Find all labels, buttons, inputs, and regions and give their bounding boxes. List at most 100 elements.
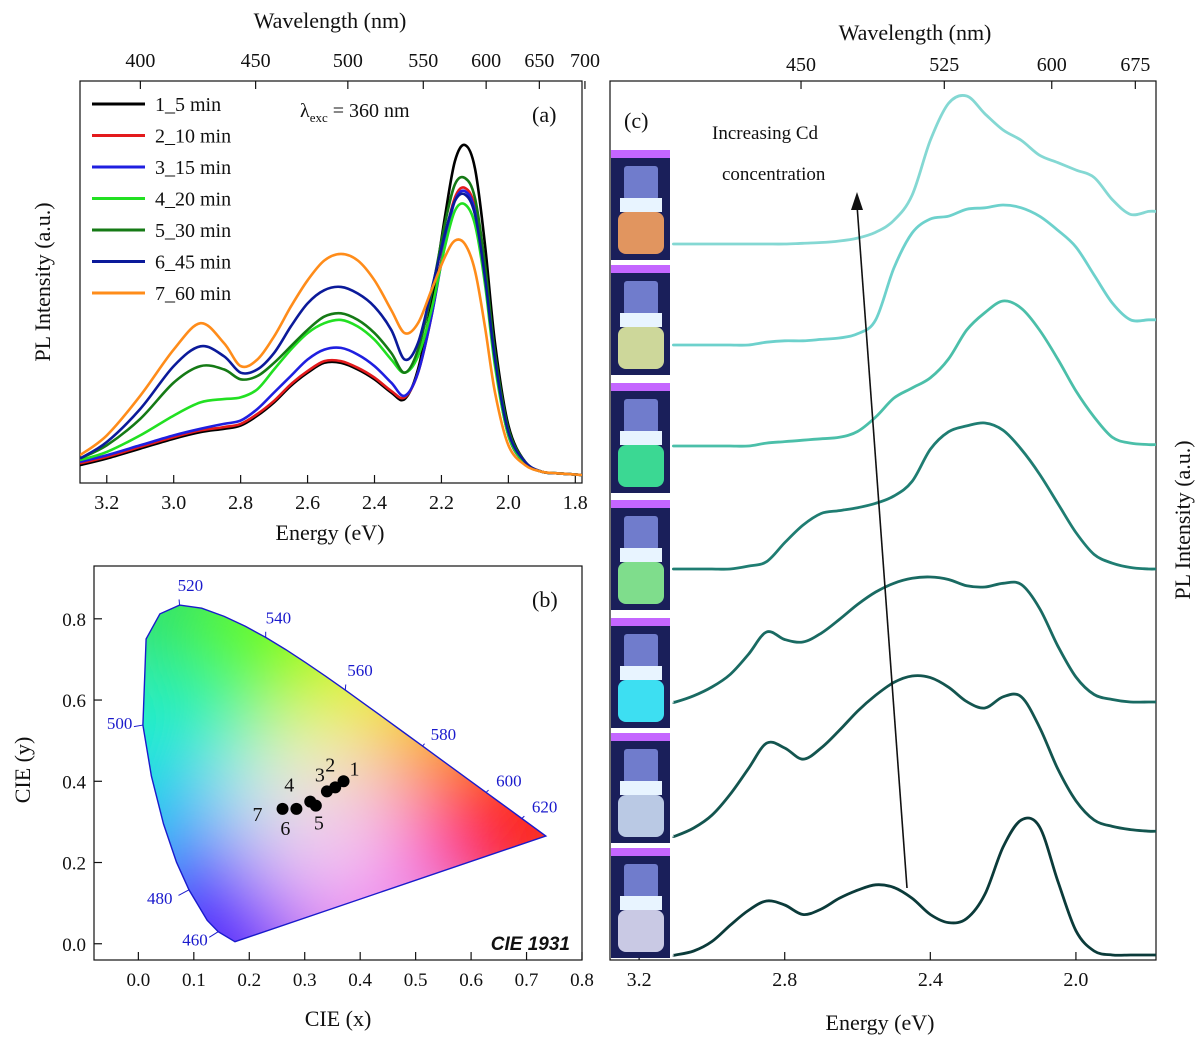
panel-a-curves: [80, 143, 582, 477]
cie-wavelength-label: 580: [431, 725, 457, 744]
a-xtick-label: 3.0: [161, 492, 186, 514]
a-toptick-label: 450: [241, 50, 271, 72]
cd-annotation-line-1: Increasing Cd: [712, 123, 819, 144]
cie-wavelength-tick: [344, 684, 347, 691]
cie-wavelength-tick: [485, 789, 489, 793]
cie-wavelength-tick: [208, 931, 219, 938]
b-xtick-label: 0.3: [293, 970, 317, 991]
c-series-line: [672, 674, 1156, 838]
cie-locus-outline: [142, 604, 548, 943]
c-toptick-label: 675: [1120, 54, 1150, 76]
vial-uv-glow: [611, 848, 670, 856]
cie-point: [320, 785, 333, 798]
panel-b-xlabel: CIE (x): [305, 1006, 372, 1031]
c-series-line: [672, 816, 1156, 957]
vial-liquid: [618, 562, 664, 604]
c-xtick-label: 2.8: [772, 969, 797, 991]
cie-point-label: 2: [325, 754, 335, 776]
cie-point-label: 3: [315, 764, 325, 786]
vial-photo: [611, 383, 670, 493]
vial-photo: [611, 150, 670, 260]
vial-uv-glow: [611, 150, 670, 158]
panel-a-letter: (a): [532, 102, 556, 127]
vial-cap: [624, 749, 658, 783]
panel-a-xlabel: Energy (eV): [276, 520, 385, 545]
b-ytick-label: 0.2: [62, 854, 86, 875]
vial-photo: [611, 500, 670, 610]
c-toptick-label: 450: [786, 54, 816, 76]
c-series-line: [672, 94, 1156, 246]
c-toptick-label: 600: [1037, 54, 1067, 76]
cd-arrow-shaft: [856, 204, 908, 889]
c-xtick-label: 2.0: [1063, 969, 1088, 991]
cie-point-label: 6: [280, 818, 290, 840]
panel-c-top-xlabel: Wavelength (nm): [839, 20, 992, 45]
vial-uv-glow: [611, 733, 670, 741]
b-ytick-label: 0.6: [62, 691, 86, 712]
cie-wavelength-tick: [422, 743, 425, 747]
panel-c-letter: (c): [624, 108, 648, 133]
a-toptick-label: 550: [408, 50, 438, 72]
b-xtick-label: 0.4: [348, 970, 372, 991]
cie-wavelength-label: 560: [347, 661, 373, 680]
vial-label-band: [620, 896, 662, 910]
vial-photo: [611, 733, 670, 843]
panel-a-bottom-ticks: 3.2 3.0 2.8 2.6 2.4 2.2 2.0 1.8: [94, 475, 588, 514]
vial-uv-glow: [611, 383, 670, 391]
cie-wavelength-label: 480: [147, 889, 173, 908]
vial-cap: [624, 281, 658, 315]
b-ytick-label: 0.0: [62, 935, 86, 956]
vial-photo: [611, 848, 670, 958]
cie-point: [290, 802, 303, 815]
cie-wavelength-tick: [178, 889, 190, 896]
cie-wavelength-label: 500: [107, 714, 133, 733]
vial-cap: [624, 399, 658, 433]
cie-point-label: 5: [314, 813, 324, 835]
cie-wavelength-label: 620: [532, 798, 558, 817]
panel-c-curves: [672, 94, 1156, 957]
panel-a-excitation-label: λexc = 360 nm: [300, 100, 410, 125]
panel-c-xlabel: Energy (eV): [826, 1010, 935, 1035]
vial-label-band: [620, 313, 662, 327]
cie-point-label: 7: [253, 804, 263, 826]
a-toptick-label: 400: [125, 50, 155, 72]
a-xtick-label: 2.8: [228, 492, 253, 514]
a-xtick-label: 2.0: [496, 492, 521, 514]
panel-a-ylabel: PL Intensity (a.u.): [30, 202, 55, 361]
c-series-line: [672, 203, 1156, 347]
panel-a-frame: [79, 80, 583, 484]
cie-color-blob: [209, 718, 400, 909]
vial-photo-strip: [611, 150, 670, 958]
excitation-lambda: λ: [300, 100, 310, 122]
panel-a-top-ticks: 400 450 500 550 600 650 700: [125, 50, 600, 89]
b-xtick-label: 0.0: [126, 970, 150, 991]
cie-wavelength-tick: [521, 815, 525, 819]
b-ytick-label: 0.8: [62, 610, 86, 631]
a-toptick-label: 600: [471, 50, 501, 72]
panel-a-legend: 1_5 min 2_10 min 3_15 min 4_20 min 5_30 min 6…: [92, 94, 231, 305]
vial-liquid: [618, 327, 664, 369]
cie-point: [276, 802, 289, 815]
vial-cap: [624, 516, 658, 550]
a-legend-label: 5_30 min: [155, 220, 231, 242]
cd-annotation-line-2: concentration: [722, 164, 826, 185]
a-xtick-label: 3.2: [94, 492, 119, 514]
vial-photo: [611, 265, 670, 375]
a-legend-label: 2_10 min: [155, 126, 231, 148]
panel-b-ylabel: CIE (y): [10, 737, 35, 804]
panel-c-bottom-ticks: 3.2 2.8 2.4 2.0: [627, 952, 1088, 991]
b-xtick-label: 0.6: [459, 970, 483, 991]
c-series-line: [672, 299, 1156, 448]
cie-wavelength-labels: 460 480 500 520 540 560 580 600 620: [107, 576, 557, 950]
panel-c-top-ticks: 450 525 600 675: [786, 54, 1150, 89]
a-legend-label: 1_5 min: [155, 94, 221, 116]
vial-liquid: [618, 795, 664, 837]
b-xtick-label: 0.5: [404, 970, 428, 991]
vial-label-band: [620, 548, 662, 562]
cie-wavelength-label: 600: [496, 771, 521, 790]
c-toptick-label: 525: [929, 54, 959, 76]
a-legend-label: 3_15 min: [155, 157, 231, 179]
panel-a: Wavelength (nm) 400 450 500 550 600 650 700 3.…: [30, 8, 600, 545]
vial-label-band: [620, 781, 662, 795]
